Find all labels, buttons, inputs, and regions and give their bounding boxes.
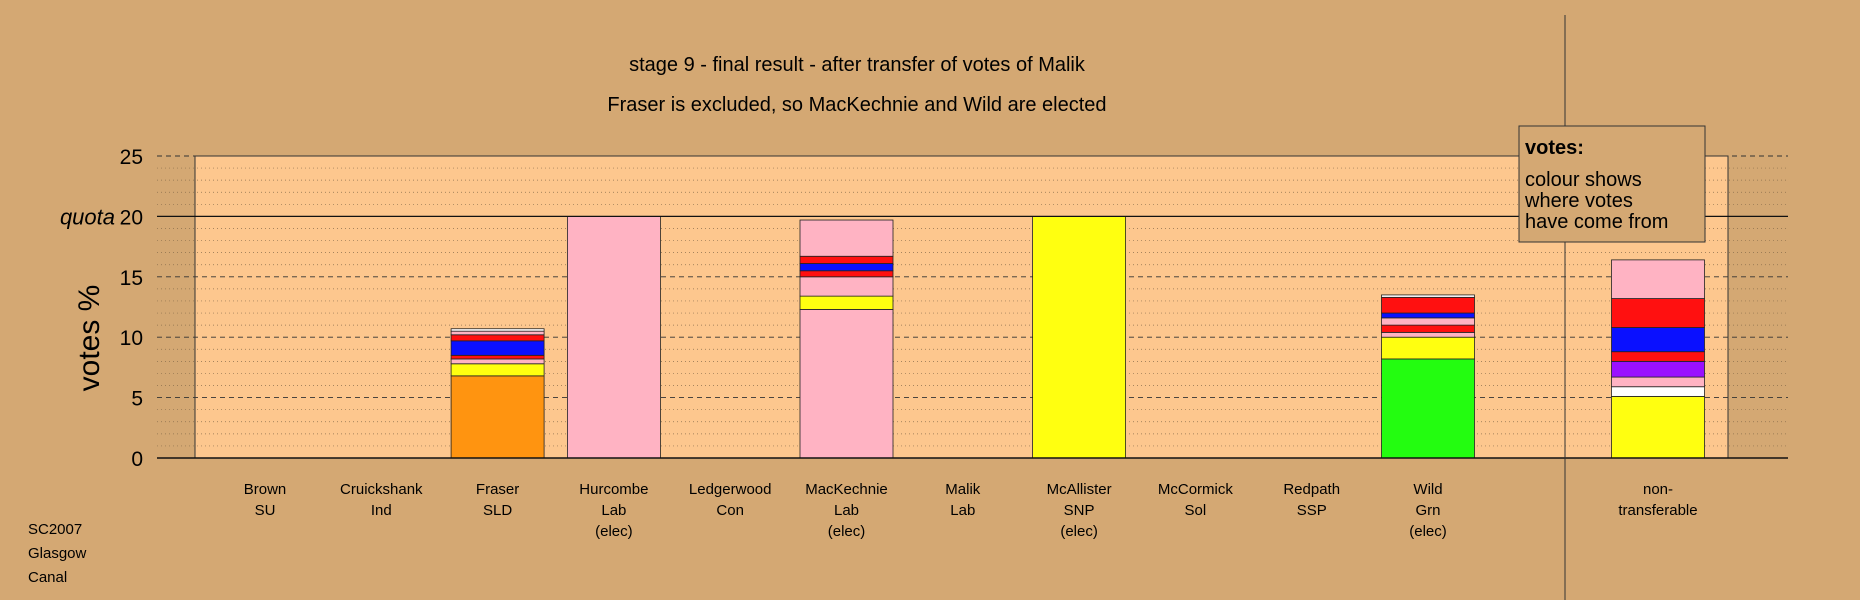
bar-wild-segment: [1381, 336, 1475, 360]
x-label-malik-party: Lab: [950, 502, 975, 519]
bar-mackechnie-segment: [799, 295, 894, 310]
bar-wild-segment: [1381, 358, 1475, 459]
bar-nontransferable-segment: [1611, 298, 1705, 328]
x-label-malik-name: Malik: [945, 481, 981, 498]
legend-line-1: colour shows: [1525, 169, 1642, 191]
y-tick-label: 0: [131, 448, 143, 471]
x-label-redpath-party: SSP: [1297, 502, 1327, 519]
legend-box: votes: colour shows where votes have com…: [1518, 125, 1706, 243]
legend-title: votes:: [1525, 137, 1584, 159]
x-label-hurcombe-note: (elec): [595, 523, 633, 540]
bar-wild-segment: [1381, 312, 1475, 319]
x-label-fraser-party: SLD: [483, 502, 512, 519]
x-label-brown-name: Brown: [244, 481, 287, 498]
bar-wild-segment: [1381, 324, 1475, 333]
x-label-mccormick-name: McCormick: [1158, 481, 1233, 498]
x-label-mackechnie-note: (elec): [828, 523, 866, 540]
y-tick-label: 25: [120, 146, 143, 169]
bar-mackechnie-segment: [799, 255, 894, 264]
bar-mackechnie-segment: [799, 263, 894, 272]
y-tick-label: 15: [120, 267, 143, 290]
x-label-mccormick-party: Sol: [1185, 502, 1207, 519]
bar-nontransferable-segment: [1611, 351, 1705, 362]
quota-label: quota: [60, 204, 115, 229]
x-label-hurcombe-party: Lab: [601, 502, 626, 519]
footer-line-3: Canal: [28, 569, 68, 586]
x-label-wild-name: Wild: [1413, 481, 1442, 498]
x-label-ledgerwood-party: Con: [716, 502, 744, 519]
bar-wild-segment: [1381, 317, 1475, 326]
x-label-mackechnie-name: MacKechnie: [805, 481, 888, 498]
footer-line-2: Glasgow: [28, 545, 87, 562]
x-label-wild-note: (elec): [1409, 523, 1447, 540]
x-label-mackechnie-party: Lab: [834, 502, 859, 519]
bar-fraser-segment: [450, 334, 545, 342]
chart-subtitle: Fraser is excluded, so MacKechnie and Wi…: [607, 94, 1106, 116]
bar-mcallister-segment: [1032, 215, 1126, 459]
x-label-nontransferable-1: non-: [1643, 481, 1673, 498]
bar-fraser-segment: [450, 330, 545, 336]
y-tick-label: 20: [120, 206, 143, 229]
bar-fraser-segment: [450, 328, 545, 332]
legend-line-2: where votes: [1524, 190, 1633, 212]
bar-fraser-segment: [450, 340, 545, 356]
bar-hurcombe-segment: [567, 215, 661, 459]
bar-wild-segment: [1381, 296, 1475, 314]
bar-nontransferable-segment: [1611, 395, 1705, 459]
bar-nontransferable-segment: [1611, 386, 1705, 397]
bar-mackechnie-segment: [799, 270, 894, 278]
footer-line-1: SC2007: [28, 521, 83, 538]
bar-nontransferable-segment: [1611, 376, 1705, 388]
bar-fraser-segment: [450, 354, 545, 360]
bar-nontransferable-segment: [1611, 259, 1705, 299]
x-label-brown-party: SU: [255, 502, 276, 519]
x-label-mcallister-note: (elec): [1060, 523, 1098, 540]
x-label-hurcombe-name: Hurcombe: [579, 481, 648, 498]
y-axis-label: votes %: [73, 285, 106, 392]
bar-nontransferable-segment: [1611, 360, 1705, 378]
chart-title: stage 9 - final result - after transfer …: [629, 54, 1086, 76]
y-tick-label: 10: [120, 327, 143, 350]
bar-nontransferable-segment: [1611, 327, 1705, 353]
x-label-nontransferable-2: transferable: [1618, 502, 1697, 519]
x-label-cruickshank-name: Cruickshank: [340, 481, 423, 498]
x-label-redpath-name: Redpath: [1283, 481, 1340, 498]
bar-wild-segment: [1381, 331, 1475, 338]
x-label-fraser-name: Fraser: [476, 481, 519, 498]
bar-fraser-segment: [450, 358, 545, 365]
plot-area: [194, 155, 1729, 459]
x-label-wild-party: Grn: [1415, 502, 1440, 519]
y-tick-label: 5: [131, 388, 143, 411]
bar-fraser-segment: [450, 363, 545, 377]
bar-fraser-segment: [450, 375, 545, 459]
x-label-ledgerwood-name: Ledgerwood: [689, 481, 772, 498]
x-label-mcallister-party: SNP: [1064, 502, 1095, 519]
x-label-cruickshank-party: Ind: [371, 502, 392, 519]
bar-wild-segment: [1381, 294, 1475, 298]
x-label-mcallister-name: McAllister: [1047, 481, 1112, 498]
bar-mackechnie-segment: [799, 219, 894, 257]
bar-mackechnie-segment: [799, 276, 894, 297]
bar-mackechnie-segment: [799, 309, 894, 459]
legend-line-3: have come from: [1525, 211, 1668, 233]
